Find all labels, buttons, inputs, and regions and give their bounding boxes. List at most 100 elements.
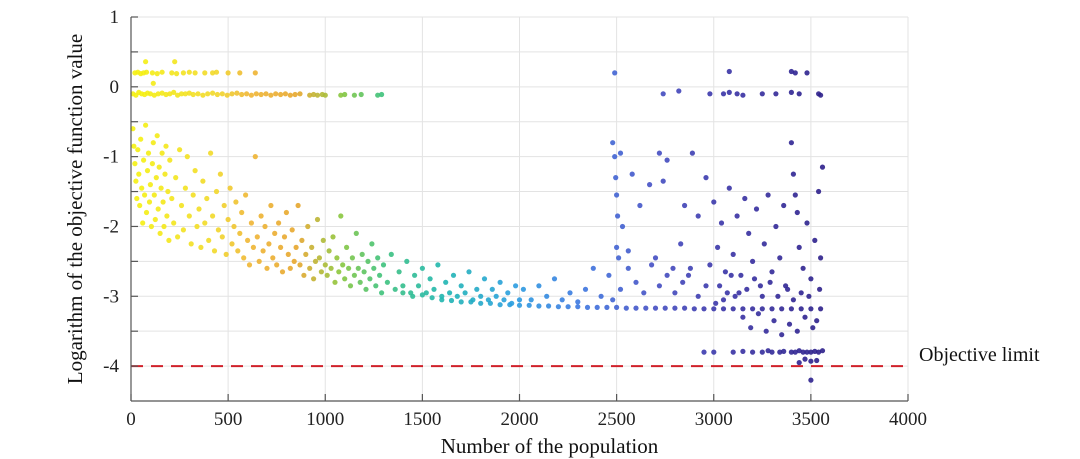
data-point bbox=[359, 251, 365, 257]
data-point bbox=[623, 305, 629, 311]
data-point bbox=[660, 178, 666, 184]
data-point bbox=[718, 220, 725, 226]
data-point bbox=[221, 202, 227, 209]
data-point bbox=[178, 202, 185, 209]
data-point bbox=[268, 92, 274, 98]
data-point bbox=[137, 202, 143, 209]
data-point bbox=[614, 244, 620, 250]
data-point bbox=[590, 265, 596, 271]
data-point bbox=[818, 306, 824, 312]
data-point bbox=[487, 300, 493, 306]
data-point bbox=[703, 175, 709, 181]
data-point bbox=[260, 248, 266, 254]
data-point bbox=[311, 276, 317, 282]
data-point bbox=[289, 227, 295, 233]
data-point bbox=[336, 269, 342, 275]
data-point bbox=[753, 206, 760, 212]
data-point bbox=[215, 227, 221, 233]
data-point bbox=[528, 297, 534, 303]
data-point bbox=[303, 251, 309, 257]
data-point bbox=[149, 161, 155, 167]
data-point bbox=[695, 293, 701, 299]
data-point bbox=[388, 251, 394, 257]
data-point bbox=[154, 71, 160, 77]
data-point bbox=[258, 213, 264, 219]
data-point bbox=[253, 91, 259, 97]
data-point bbox=[349, 255, 355, 261]
data-point bbox=[365, 258, 371, 264]
data-point bbox=[664, 272, 670, 278]
data-point bbox=[802, 314, 808, 320]
data-point bbox=[338, 213, 344, 219]
data-point bbox=[755, 311, 762, 317]
data-point bbox=[777, 349, 783, 355]
data-point bbox=[818, 255, 824, 261]
data-point bbox=[171, 89, 177, 95]
data-point bbox=[250, 244, 256, 250]
data-point bbox=[338, 92, 344, 98]
data-point bbox=[245, 237, 251, 243]
data-point bbox=[180, 227, 186, 233]
data-point bbox=[606, 272, 612, 278]
x-ticks: 0 500 1000 1500 2000 2500 3000 3500 4000 bbox=[126, 394, 927, 430]
data-point bbox=[307, 92, 313, 98]
data-point bbox=[619, 223, 626, 230]
data-point bbox=[649, 262, 655, 268]
data-point bbox=[536, 303, 542, 309]
data-point bbox=[369, 241, 375, 247]
data-point bbox=[730, 306, 736, 312]
data-point bbox=[740, 348, 746, 354]
data-point bbox=[270, 255, 276, 261]
data-point bbox=[342, 276, 348, 282]
data-point bbox=[584, 304, 591, 310]
data-point bbox=[379, 290, 385, 296]
data-point bbox=[174, 71, 180, 77]
data-point bbox=[726, 89, 732, 95]
data-point bbox=[248, 92, 254, 98]
grid bbox=[131, 16, 909, 402]
data-point bbox=[206, 237, 212, 243]
data-point bbox=[153, 175, 159, 181]
data-point bbox=[291, 258, 297, 264]
x-tick-label: 1500 bbox=[403, 409, 441, 430]
data-point bbox=[732, 293, 738, 299]
data-point bbox=[790, 171, 797, 177]
data-point bbox=[676, 88, 682, 94]
data-point bbox=[384, 279, 390, 285]
data-point bbox=[281, 234, 288, 240]
data-point bbox=[816, 349, 822, 355]
data-point bbox=[172, 59, 178, 65]
data-point bbox=[169, 70, 175, 76]
data-point bbox=[167, 157, 173, 163]
data-point bbox=[711, 199, 717, 205]
data-point bbox=[196, 206, 202, 212]
data-point bbox=[252, 154, 258, 160]
data-point bbox=[322, 262, 328, 268]
data-point bbox=[724, 290, 730, 296]
data-point bbox=[151, 92, 157, 98]
data-point bbox=[526, 302, 532, 308]
data-point bbox=[351, 92, 357, 98]
data-point bbox=[297, 262, 303, 268]
data-point bbox=[184, 154, 190, 160]
data-point bbox=[678, 241, 684, 247]
data-point bbox=[322, 92, 328, 98]
data-point bbox=[252, 70, 258, 76]
data-point bbox=[145, 150, 152, 156]
data-point bbox=[798, 306, 804, 312]
data-point bbox=[551, 276, 558, 282]
data-point bbox=[598, 293, 604, 299]
data-point bbox=[788, 68, 795, 75]
data-point bbox=[147, 182, 153, 188]
data-point bbox=[167, 91, 173, 97]
data-point bbox=[612, 154, 618, 160]
data-point bbox=[664, 157, 670, 163]
data-point bbox=[231, 223, 237, 230]
data-point bbox=[616, 255, 622, 261]
data-point bbox=[773, 91, 779, 97]
data-point bbox=[340, 262, 346, 268]
data-point bbox=[765, 192, 771, 198]
data-point bbox=[169, 195, 175, 202]
data-point bbox=[759, 293, 765, 299]
